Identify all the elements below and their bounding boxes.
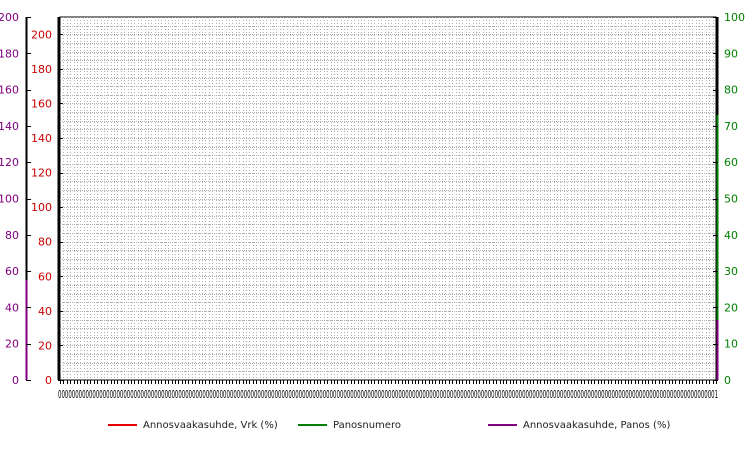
- y-tick-label: 10: [724, 338, 738, 351]
- legend-entry-purple: Annosvaakasuhde, Panos (%): [488, 420, 670, 431]
- y-tick-label: 90: [724, 47, 738, 60]
- y-tick-label: 100: [31, 201, 52, 214]
- y-tick-label: 100: [0, 193, 19, 206]
- y-tick-label: 20: [5, 338, 19, 351]
- y-tick-label: 20: [38, 339, 52, 352]
- y-tick-label: 0: [12, 374, 19, 387]
- y-tick-label: 70: [724, 120, 738, 133]
- grid: [59, 16, 717, 381]
- y-tick-label: 50: [724, 193, 738, 206]
- y-tick-label: 60: [724, 156, 738, 169]
- x-axis: [60, 380, 717, 384]
- y-tick-label: 60: [5, 265, 19, 278]
- y-tick-label: 180: [0, 47, 19, 60]
- inner-left-axis: 0 20 40 60 80 100 120 140 160 180 200: [31, 28, 63, 387]
- y-tick-label: 160: [31, 97, 52, 110]
- y-tick-label: 120: [31, 167, 52, 180]
- y-tick-label: 80: [38, 236, 52, 249]
- x-axis-labels: 0000000000000000000000000000000000000000…: [58, 388, 718, 401]
- y-tick-label: 40: [724, 229, 738, 242]
- y-tick-label: 60: [38, 270, 52, 283]
- legend-label-purple: Annosvaakasuhde, Panos (%): [523, 420, 670, 431]
- legend-label-red: Annosvaakasuhde, Vrk (%): [143, 420, 278, 431]
- y-tick-label: 80: [5, 229, 19, 242]
- legend: Annosvaakasuhde, Vrk (%) Panosnumero Ann…: [108, 420, 670, 431]
- y-tick-label: 30: [724, 265, 738, 278]
- outer-left-axis: 0 20 40 60 80 100 120 140 160 180 200: [0, 11, 31, 387]
- legend-entry-green: Panosnumero: [298, 420, 401, 431]
- y-tick-label: 40: [38, 305, 52, 318]
- y-tick-label: 160: [0, 84, 19, 97]
- legend-entry-red: Annosvaakasuhde, Vrk (%): [108, 420, 278, 431]
- y-tick-label: 80: [724, 84, 738, 97]
- y-tick-label: 0: [724, 374, 731, 387]
- y-tick-label: 140: [0, 120, 19, 133]
- y-tick-label: 140: [31, 132, 52, 145]
- y-tick-label: 20: [724, 301, 738, 314]
- axes: [25, 17, 719, 380]
- y-tick-label: 100: [724, 11, 745, 24]
- legend-label-green: Panosnumero: [333, 420, 401, 431]
- y-tick-label: 180: [31, 63, 52, 76]
- y-tick-label: 200: [0, 11, 19, 24]
- y-tick-label: 200: [31, 28, 52, 41]
- y-tick-label: 0: [45, 374, 52, 387]
- y-tick-label: 40: [5, 301, 19, 314]
- right-axis: 0 10 20 30 40 50 60 70 80 90 100: [713, 11, 745, 387]
- y-tick-label: 120: [0, 156, 19, 169]
